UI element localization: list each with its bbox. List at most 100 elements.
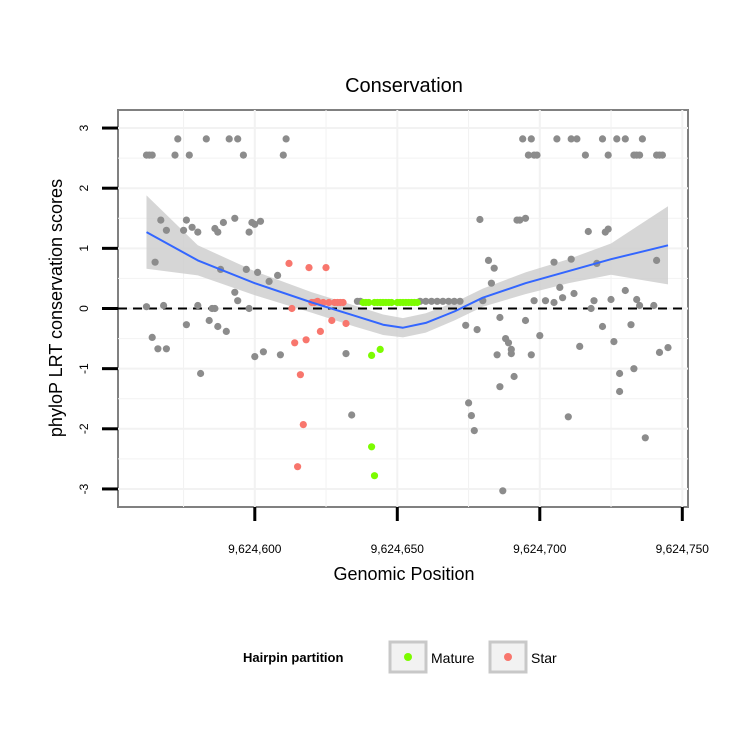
- point-other: [142, 303, 151, 311]
- point-other: [282, 135, 290, 143]
- point-other: [188, 223, 196, 231]
- point-star: [296, 371, 304, 379]
- point-other: [256, 217, 265, 225]
- point-other: [484, 256, 493, 264]
- point-other: [276, 351, 284, 359]
- point-other: [576, 342, 584, 350]
- legend-swatch-mature: [404, 653, 412, 661]
- point-other: [151, 258, 159, 266]
- point-mature: [413, 298, 421, 307]
- point-other: [348, 411, 356, 419]
- point-other: [650, 301, 658, 310]
- point-other: [621, 135, 629, 143]
- point-other: [148, 333, 156, 341]
- point-star: [339, 298, 347, 307]
- point-other: [527, 135, 535, 143]
- point-other: [185, 151, 193, 159]
- point-other: [251, 353, 259, 361]
- point-other: [636, 301, 644, 310]
- point-other: [507, 345, 515, 353]
- point-other: [541, 297, 550, 305]
- x-tick-label: 9,624,600: [228, 542, 282, 556]
- point-star: [302, 336, 310, 344]
- point-other: [231, 288, 239, 296]
- point-other: [636, 151, 644, 159]
- point-other: [456, 297, 464, 305]
- point-other: [638, 135, 647, 143]
- point-other: [465, 399, 473, 407]
- point-other: [202, 135, 210, 143]
- point-other: [490, 264, 498, 272]
- y-axis: 3 2 1 0 -1 -2 -3: [77, 124, 118, 494]
- point-other: [564, 413, 572, 421]
- point-other: [342, 350, 350, 358]
- point-other: [222, 327, 230, 335]
- point-other: [182, 216, 190, 224]
- point-other: [630, 365, 638, 373]
- point-other: [162, 345, 170, 353]
- point-other: [598, 135, 607, 143]
- point-other: [598, 322, 607, 331]
- point-other: [527, 351, 535, 359]
- point-other: [519, 135, 527, 143]
- point-other: [516, 216, 524, 224]
- point-other: [182, 321, 190, 329]
- point-other: [607, 295, 615, 304]
- point-star: [328, 316, 336, 325]
- point-other: [245, 228, 253, 236]
- point-star: [299, 421, 307, 429]
- point-star: [294, 463, 302, 471]
- point-other: [616, 369, 624, 378]
- point-other: [148, 151, 156, 159]
- point-star: [316, 327, 324, 335]
- point-star: [322, 264, 330, 272]
- x-axis: 9,624,600 9,624,650 9,624,700 9,624,750: [228, 507, 709, 556]
- point-other: [573, 135, 581, 143]
- point-star: [288, 304, 296, 313]
- point-mature: [368, 351, 376, 359]
- x-tick-label: 9,624,700: [513, 542, 567, 556]
- legend: Hairpin partition Mature Star: [243, 640, 557, 674]
- legend-label-mature: Mature: [431, 650, 475, 666]
- point-other: [231, 214, 239, 222]
- point-star: [285, 259, 293, 267]
- legend-swatch-star: [504, 653, 512, 661]
- point-other: [550, 298, 558, 307]
- point-other: [487, 279, 495, 287]
- point-other: [559, 294, 567, 302]
- point-other: [157, 216, 165, 224]
- confidence-band-area: [146, 195, 668, 338]
- y-tick-label: 0: [77, 305, 91, 312]
- y-axis-label: phyloP LRT conservation scores: [46, 179, 66, 437]
- point-mature: [376, 345, 384, 353]
- point-other: [427, 297, 436, 305]
- chart-title: Conservation: [345, 75, 463, 97]
- point-other: [496, 313, 504, 322]
- point-other: [194, 301, 202, 310]
- point-other: [467, 412, 475, 420]
- point-other: [521, 316, 530, 325]
- point-other: [197, 369, 205, 378]
- point-mature: [370, 472, 379, 480]
- point-other: [510, 372, 518, 381]
- y-tick-label: -2: [77, 423, 91, 434]
- point-other: [567, 135, 575, 143]
- point-other: [616, 387, 624, 396]
- legend-label-star: Star: [531, 650, 557, 666]
- point-other: [234, 135, 242, 143]
- point-other: [225, 135, 233, 143]
- point-other: [570, 289, 578, 298]
- point-mature: [365, 298, 373, 307]
- point-other: [162, 226, 170, 234]
- point-other: [610, 338, 618, 346]
- y-tick-label: -1: [77, 363, 91, 374]
- point-other: [581, 151, 590, 159]
- point-other: [174, 135, 182, 143]
- point-other: [154, 345, 162, 353]
- point-other: [658, 151, 667, 159]
- point-other: [214, 322, 222, 331]
- point-star: [319, 298, 327, 307]
- y-tick-label: 2: [77, 185, 91, 192]
- point-other: [496, 383, 504, 391]
